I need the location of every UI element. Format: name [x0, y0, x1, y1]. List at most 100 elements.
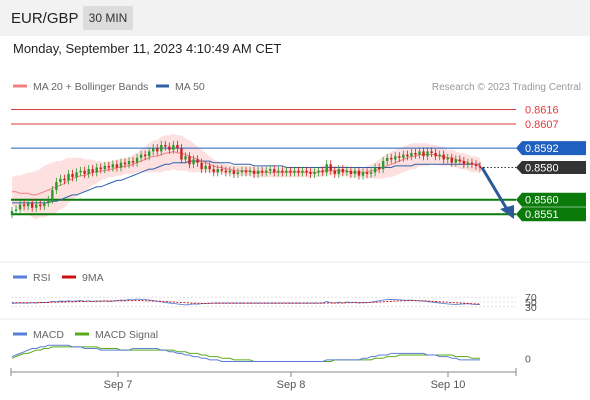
projection-arrow [480, 166, 510, 212]
candle [147, 151, 151, 157]
candle [51, 190, 54, 200]
rsi-tick-label: 70 [525, 292, 537, 304]
candle [305, 170, 308, 173]
candle [99, 167, 102, 170]
candle [386, 157, 389, 162]
candle [196, 159, 199, 163]
ma50-line [12, 160, 480, 204]
candle [297, 170, 300, 173]
candle [273, 169, 276, 173]
candle [10, 211, 14, 215]
candle [35, 204, 38, 208]
support-tag [516, 192, 586, 207]
credit-text: Research © 2023 Trading Central [432, 82, 581, 93]
legend-rsi-label: RSI [33, 272, 51, 284]
candle [156, 148, 159, 152]
candle [470, 162, 474, 165]
support-label: 0.8560 [525, 195, 559, 207]
candle [402, 154, 405, 158]
bollinger-band [12, 133, 480, 220]
candle [168, 146, 171, 150]
candle [107, 165, 111, 168]
candle [309, 172, 312, 174]
header-bar: EUR/GBP 30 MIN [0, 0, 590, 36]
candle [240, 170, 244, 173]
candle [337, 169, 340, 174]
candle [289, 170, 292, 173]
candle [341, 169, 345, 173]
candle [406, 154, 409, 157]
support-tag [516, 207, 586, 222]
candle [377, 167, 381, 170]
candle [450, 157, 453, 163]
candle [345, 170, 349, 173]
candle [131, 161, 135, 163]
x-tick-label: Sep 7 [104, 379, 133, 391]
candle [59, 178, 62, 182]
candle [63, 178, 66, 181]
legend-ma50-label: MA 50 [175, 81, 205, 93]
candle [79, 170, 82, 173]
macd-signal-line [11, 346, 480, 362]
candle [353, 170, 357, 174]
candle [220, 169, 223, 171]
candle [458, 159, 462, 162]
candle [373, 167, 377, 173]
candle [277, 170, 280, 173]
candle [317, 170, 320, 173]
candle [321, 170, 324, 173]
macd-zero-label: 0 [525, 353, 531, 365]
candle [204, 165, 207, 170]
candle [293, 170, 296, 173]
candle [216, 169, 219, 173]
candle [466, 162, 470, 165]
candle [301, 170, 304, 173]
candle [164, 144, 167, 147]
candle [67, 173, 70, 181]
candle [180, 148, 183, 160]
candle [426, 151, 429, 157]
candle [103, 165, 106, 170]
candle [123, 162, 127, 165]
candle [18, 204, 22, 210]
candle [474, 164, 478, 166]
candle [260, 170, 264, 173]
candle [285, 170, 288, 173]
candle [361, 172, 365, 176]
candle [462, 161, 466, 165]
candle [478, 165, 482, 168]
candle [394, 156, 397, 160]
candle [139, 154, 143, 158]
candle [14, 209, 18, 211]
macd-line [11, 344, 480, 362]
pivot-tag [516, 141, 586, 156]
candle [248, 170, 252, 173]
candle [127, 161, 131, 165]
resistance-label: 0.8607 [525, 119, 559, 131]
candle [398, 156, 401, 158]
projection-arrowhead [500, 205, 514, 219]
candle [192, 159, 195, 165]
candle [30, 202, 34, 208]
candle [83, 170, 86, 174]
candle [281, 170, 284, 173]
candle [438, 154, 441, 157]
candle [91, 169, 94, 173]
candle [264, 170, 268, 173]
support-label: 0.8551 [525, 209, 559, 221]
legend-macd-label: MACD [33, 329, 64, 341]
legend-ma20-label: MA 20 + Bollinger Bands [33, 81, 148, 93]
candle [188, 156, 191, 165]
candle [365, 172, 369, 174]
candle [369, 172, 373, 174]
candle [232, 170, 236, 174]
candle [414, 153, 417, 155]
timeframe-button[interactable]: 30 MIN [83, 6, 133, 30]
candle [119, 162, 123, 168]
candle [430, 151, 433, 153]
candle [26, 202, 30, 207]
candle [236, 172, 240, 174]
candle [256, 170, 260, 174]
candle [381, 161, 385, 170]
